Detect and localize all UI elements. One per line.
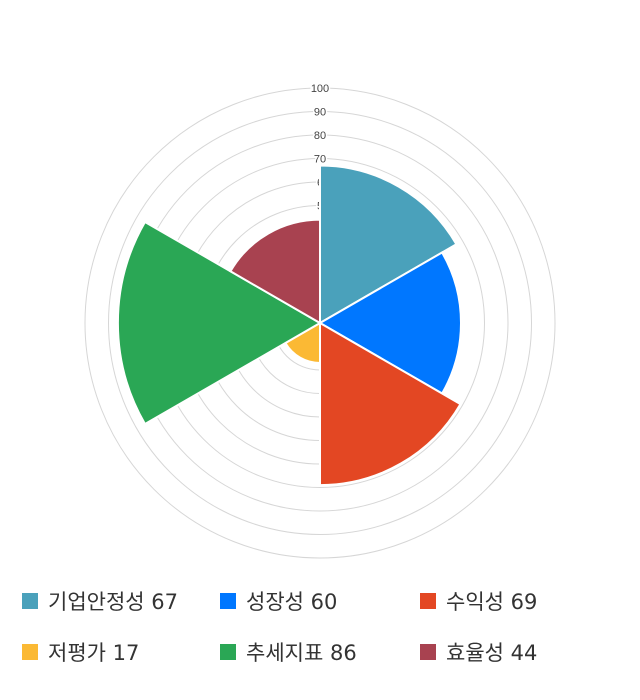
legend-label: 수익성 69 [446, 590, 538, 614]
legend-label: 기업안정성 67 [48, 590, 178, 614]
sector-6 [229, 218, 321, 325]
legend-label: 성장성 60 [246, 590, 338, 614]
polar-area-chart: 56708090100 [84, 82, 556, 559]
tick-label: 100 [311, 83, 329, 95]
legend-item-growth[interactable]: 성장성 60 [220, 586, 337, 616]
legend-item-trend[interactable]: 추세지표 86 [220, 637, 357, 667]
legend-swatch [220, 644, 236, 660]
sector-2 [317, 251, 462, 395]
legend-item-undervalued[interactable]: 저평가 17 [22, 637, 139, 667]
legend-label: 효율성 44 [446, 641, 538, 665]
grid-ring [108, 111, 532, 535]
tick-label: 70 [314, 154, 326, 166]
legend-label: 추세지표 86 [246, 641, 357, 665]
grid-ring [84, 87, 556, 559]
sector-3 [319, 321, 462, 487]
tick-label: 80 [314, 130, 326, 142]
legend-swatch [22, 593, 38, 609]
legend-swatch [22, 644, 38, 660]
legend-item-profitability[interactable]: 수익성 69 [420, 586, 537, 616]
legend-swatch [420, 593, 436, 609]
legend-label: 저평가 17 [48, 641, 140, 665]
legend-item-efficiency[interactable]: 효율성 44 [420, 637, 537, 667]
tick-label: 90 [314, 107, 326, 119]
legend-swatch [420, 644, 436, 660]
legend-item-stability[interactable]: 기업안정성 67 [22, 586, 178, 616]
legend-swatch [220, 593, 236, 609]
sector-5 [116, 220, 323, 426]
sector-1 [319, 164, 458, 325]
